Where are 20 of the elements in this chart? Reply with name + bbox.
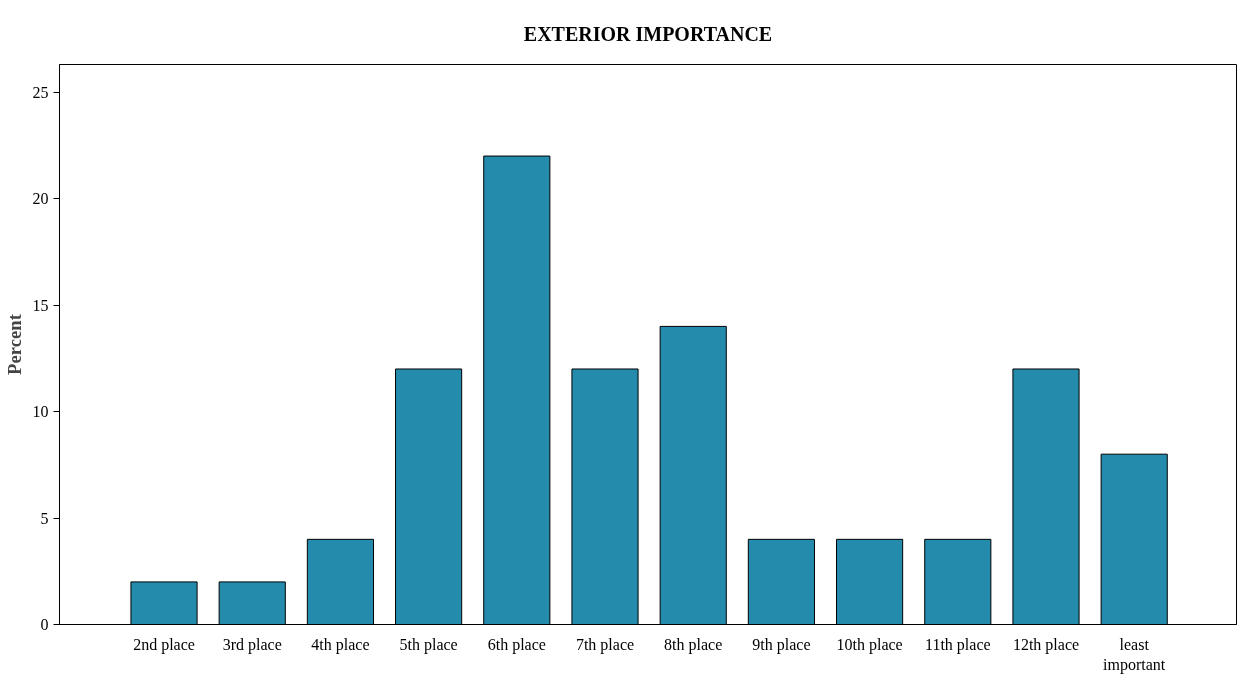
- x-tick-label: 6th place: [487, 635, 546, 654]
- y-tick-label: 20: [32, 190, 49, 208]
- x-tick-label: 7th place: [575, 635, 635, 654]
- y-tick-label: 10: [32, 403, 49, 421]
- y-tick-label: 5: [40, 509, 49, 527]
- y-axis-title: Percent: [3, 313, 25, 375]
- x-tick-label: 12th place: [1012, 635, 1080, 654]
- x-tick-label: 4th place: [311, 635, 370, 654]
- x-tick-label: 5th place: [399, 635, 458, 654]
- x-tick-label: 8th place: [664, 635, 723, 654]
- y-tick-label: 15: [32, 296, 49, 314]
- x-tick-label: 3rd place: [222, 635, 282, 654]
- x-tick-label: 11th place: [924, 635, 991, 654]
- y-tick-label: 0: [40, 616, 49, 633]
- y-tick-label: 25: [32, 83, 49, 101]
- x-tick-label: 10th place: [836, 635, 903, 654]
- chart-title: EXTERIOR IMPORTANCE: [523, 22, 773, 45]
- x-tick-label: 2nd place: [133, 635, 195, 654]
- x-tick-label: least important: [1103, 635, 1166, 674]
- x-tick-label: 9th place: [752, 635, 811, 654]
